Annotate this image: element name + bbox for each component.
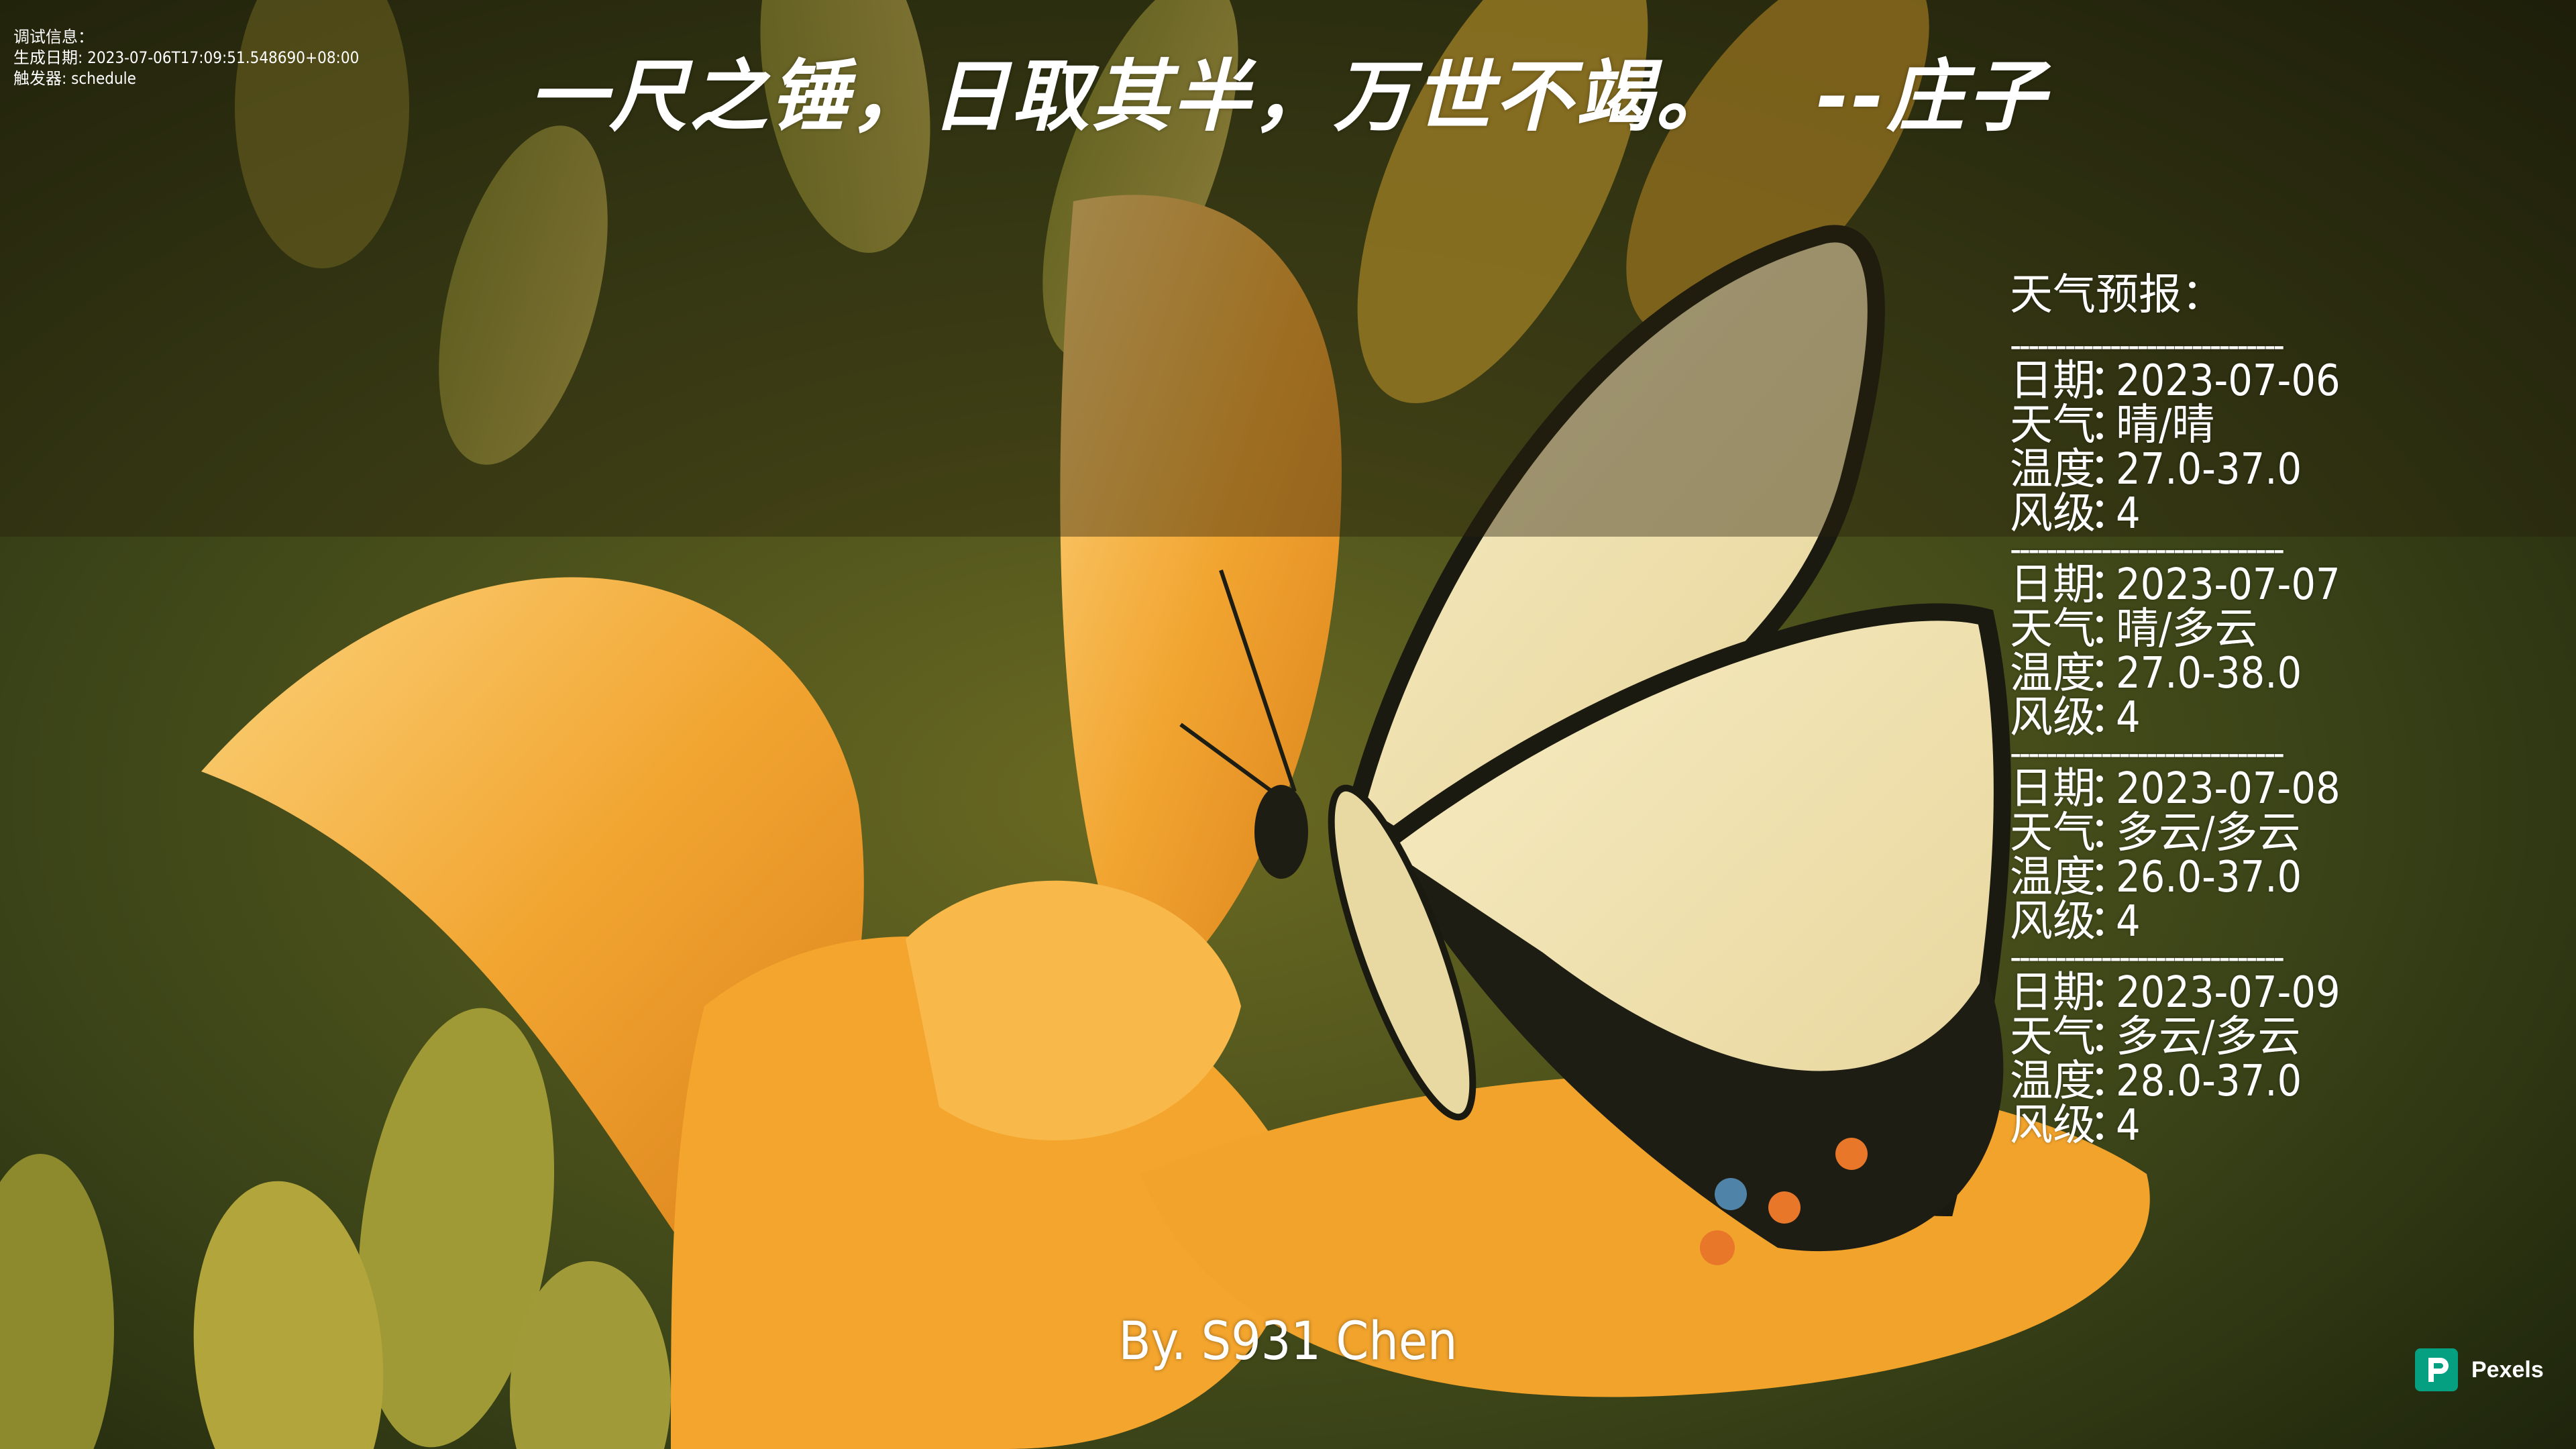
weather-separator: ：	[2089, 560, 2132, 610]
author-signature: By. S931 Chen	[1118, 1311, 1458, 1372]
weather-wind-row: 风级：4	[2010, 900, 2479, 944]
weather-separator: ：	[2089, 1057, 2132, 1106]
weather-separator: ：	[2089, 649, 2132, 698]
weather-weather-row: 天气：晴/多云	[2010, 607, 2479, 651]
weather-title: 天气预报：	[2010, 270, 2224, 320]
weather-temperature-value: 27.0-37.0	[2116, 445, 2302, 494]
weather-wind-row: 风级：4	[2010, 492, 2479, 536]
weather-temperature-value: 28.0-37.0	[2116, 1057, 2302, 1106]
weather-date-label: 日期	[2010, 968, 2096, 1018]
weather-weather-value: 多云/多云	[2116, 808, 2301, 858]
weather-forecast-panel: 天气预报： ------------------------------ 日期：2…	[2010, 258, 2479, 1148]
weather-day: 日期：2023-07-09 天气：多云/多云 温度：28.0-37.0 风级：4	[2010, 971, 2479, 1148]
weather-weather-label: 天气	[2010, 400, 2096, 450]
weather-date-label: 日期	[2010, 764, 2096, 814]
weather-weather-label: 天气	[2010, 808, 2096, 858]
weather-date-value: 2023-07-09	[2116, 968, 2341, 1018]
weather-separator: ：	[2089, 693, 2132, 743]
weather-wind-value: 4	[2116, 693, 2141, 743]
weather-separator: ：	[2089, 808, 2132, 858]
weather-temperature-label: 温度	[2010, 445, 2096, 494]
weather-temperature-label: 温度	[2010, 853, 2096, 902]
weather-divider: ------------------------------	[2010, 536, 2285, 563]
weather-wind-label: 风级	[2010, 897, 2096, 947]
weather-separator: ：	[2089, 1101, 2132, 1150]
weather-date-row: 日期：2023-07-07	[2010, 563, 2479, 607]
weather-wind-row: 风级：4	[2010, 1104, 2479, 1148]
weather-wind-value: 4	[2116, 1101, 2141, 1150]
weather-temperature-row: 温度：27.0-37.0	[2010, 447, 2479, 492]
weather-date-value: 2023-07-07	[2116, 560, 2341, 610]
weather-weather-value: 晴/晴	[2116, 400, 2215, 450]
debug-info: 调试信息： 生成日期: 2023-07-06T17:09:51.548690+08…	[13, 27, 359, 89]
weather-wind-value: 4	[2116, 897, 2141, 947]
weather-day: 日期：2023-07-07 天气：晴/多云 温度：27.0-38.0 风级：4	[2010, 563, 2479, 740]
weather-separator: ：	[2089, 764, 2132, 814]
weather-temperature-value: 26.0-37.0	[2116, 853, 2302, 902]
weather-day: 日期：2023-07-08 天气：多云/多云 温度：26.0-37.0 风级：4	[2010, 767, 2479, 944]
quote-text: 一尺之锤，日取其半，万世不竭。	[528, 52, 1736, 142]
weather-date-row: 日期：2023-07-06	[2010, 359, 2479, 403]
weather-date-label: 日期	[2010, 356, 2096, 406]
weather-separator: ：	[2089, 968, 2132, 1018]
weather-day: 日期：2023-07-06 天气：晴/晴 温度：27.0-37.0 风级：4	[2010, 359, 2479, 536]
weather-temperature-label: 温度	[2010, 649, 2096, 698]
weather-wind-label: 风级	[2010, 1101, 2096, 1150]
weather-weather-row: 天气：多云/多云	[2010, 811, 2479, 855]
weather-temperature-row: 温度：28.0-37.0	[2010, 1059, 2479, 1104]
weather-divider: ------------------------------	[2010, 332, 2285, 359]
weather-separator: ：	[2089, 489, 2132, 539]
weather-weather-row: 天气：晴/晴	[2010, 403, 2479, 447]
weather-temperature-value: 27.0-38.0	[2116, 649, 2302, 698]
weather-separator: ：	[2089, 356, 2132, 406]
weather-date-row: 日期：2023-07-09	[2010, 971, 2479, 1015]
weather-wind-value: 4	[2116, 489, 2141, 539]
weather-wind-label: 风级	[2010, 489, 2096, 539]
weather-date-row: 日期：2023-07-08	[2010, 767, 2479, 811]
weather-day-list: ------------------------------ 日期：2023-07…	[2010, 332, 2479, 1148]
weather-weather-row: 天气：多云/多云	[2010, 1015, 2479, 1059]
weather-temperature-row: 温度：26.0-37.0	[2010, 855, 2479, 900]
debug-title: 调试信息：	[13, 28, 94, 46]
weather-weather-value: 多云/多云	[2116, 1012, 2301, 1062]
weather-date-value: 2023-07-06	[2116, 356, 2341, 406]
weather-divider: ------------------------------	[2010, 944, 2285, 971]
pexels-logo-icon	[2415, 1348, 2458, 1391]
pexels-attribution[interactable]: Pexels	[2415, 1348, 2544, 1391]
weather-temperature-row: 温度：27.0-38.0	[2010, 651, 2479, 696]
weather-weather-label: 天气	[2010, 604, 2096, 654]
weather-divider: ------------------------------	[2010, 740, 2285, 767]
weather-wind-row: 风级：4	[2010, 696, 2479, 740]
weather-separator: ：	[2089, 445, 2132, 494]
weather-date-label: 日期	[2010, 560, 2096, 610]
weather-wind-label: 风级	[2010, 693, 2096, 743]
debug-trigger: 触发器: schedule	[13, 69, 136, 88]
weather-separator: ：	[2089, 897, 2132, 947]
weather-separator: ：	[2089, 1012, 2132, 1062]
weather-separator: ：	[2089, 400, 2132, 450]
top-dim-overlay	[0, 0, 2576, 537]
weather-separator: ：	[2089, 604, 2132, 654]
quote-author: --庄子	[1816, 52, 2048, 142]
weather-temperature-label: 温度	[2010, 1057, 2096, 1106]
weather-separator: ：	[2089, 853, 2132, 902]
daily-quote: 一尺之锤，日取其半，万世不竭。 --庄子	[0, 40, 2576, 154]
weather-weather-label: 天气	[2010, 1012, 2096, 1062]
debug-generated-date: 生成日期: 2023-07-06T17:09:51.548690+08:00	[13, 48, 360, 67]
weather-date-value: 2023-07-08	[2116, 764, 2341, 814]
weather-weather-value: 晴/多云	[2116, 604, 2258, 654]
pexels-label: Pexels	[2471, 1356, 2544, 1383]
